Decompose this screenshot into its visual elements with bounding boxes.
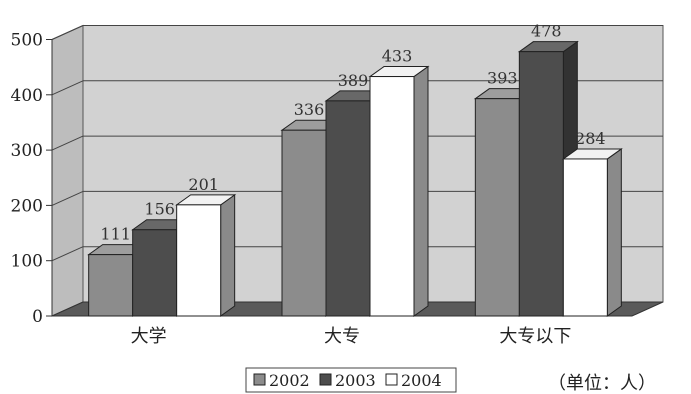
- data-label: 156: [144, 200, 175, 219]
- bar-2003-大学: [132, 229, 178, 317]
- bar-2002-大专: [281, 129, 327, 317]
- data-label: 393: [487, 69, 518, 88]
- bar-side: [606, 147, 622, 317]
- y-tick-label: 400: [11, 86, 43, 106]
- gridline-side: [51, 80, 84, 96]
- bar-side: [220, 193, 236, 317]
- legend-swatch: [253, 373, 266, 386]
- side-wall: [51, 24, 84, 317]
- data-label: 336: [294, 100, 325, 119]
- gridline-side: [51, 190, 84, 206]
- bar-2002-大专以下: [474, 98, 520, 317]
- data-label: 389: [338, 71, 369, 90]
- data-label: 201: [188, 175, 219, 194]
- bar-2004-大学: [176, 204, 222, 317]
- legend-swatch: [385, 373, 398, 386]
- x-category-label: 大专: [324, 326, 360, 347]
- y-tick-label: 100: [11, 252, 43, 272]
- bar-2002-大学: [88, 254, 134, 317]
- gridline-side: [51, 135, 84, 151]
- legend-label: 2002: [269, 371, 310, 390]
- bar-2004-大专以下: [562, 158, 608, 317]
- y-tick-label: 200: [11, 196, 43, 216]
- y-tick-label: 500: [11, 31, 43, 51]
- data-label: 111: [100, 225, 131, 244]
- bar-2003-大专: [325, 100, 371, 317]
- unit-label: （单位：人）: [548, 373, 656, 394]
- data-label: 478: [531, 22, 562, 41]
- data-label: 284: [575, 129, 606, 148]
- legend-label: 2004: [401, 371, 442, 390]
- y-tick-label: 300: [11, 141, 43, 161]
- bar-2004-大专: [369, 76, 415, 317]
- gridline-side: [51, 25, 84, 40]
- x-category-label: 大学: [131, 326, 167, 347]
- bar-side: [413, 65, 429, 317]
- x-category-label: 大专以下: [499, 326, 571, 347]
- y-tick-label: 0: [32, 307, 43, 327]
- legend-box: [245, 367, 457, 393]
- gridline-side: [51, 246, 84, 262]
- data-label: 433: [382, 47, 413, 66]
- legend-swatch: [319, 373, 332, 386]
- legend-label: 2003: [335, 371, 376, 390]
- bar-2003-大专以下: [518, 51, 564, 317]
